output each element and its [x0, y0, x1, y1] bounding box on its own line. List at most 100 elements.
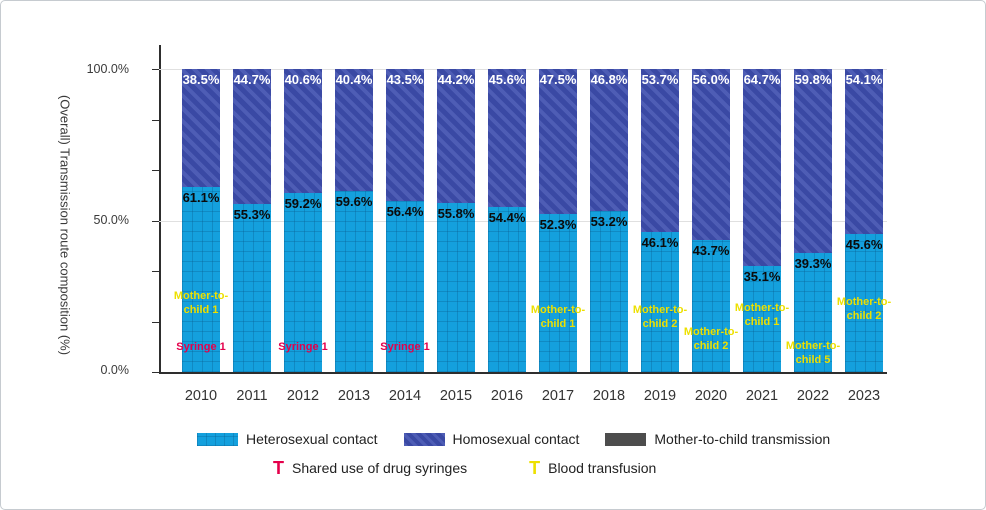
x-tick-label: 2011	[236, 388, 268, 404]
bar-segment-homosexual	[488, 69, 526, 208]
bar-segment-homosexual	[794, 69, 832, 253]
y-axis-tick	[152, 321, 159, 323]
legend-item-heterosexual: Heterosexual contact	[197, 431, 378, 447]
annotation-mother-to-child: Mother-to- child 1	[530, 304, 586, 331]
x-tick-label: 2014	[388, 388, 422, 404]
bar-segment-heterosexual	[386, 201, 424, 372]
bar-label-heterosexual: 35.1%	[743, 268, 781, 284]
y-axis-tick	[152, 69, 159, 70]
bar-segment-heterosexual	[845, 233, 883, 372]
annotation-syringe: Syringe 1	[380, 341, 430, 353]
bar-segment-heterosexual	[233, 204, 271, 372]
x-tick-label: 2016	[490, 388, 524, 404]
homosexual-swatch-icon	[403, 432, 445, 446]
syringe-T-marker-icon: T	[273, 457, 284, 478]
annotation-mother-to-child: Mother-to- child 5	[785, 340, 841, 367]
y-tick-label-0: 0.0%	[100, 363, 130, 377]
bar-segment-heterosexual	[641, 232, 679, 372]
bar-label-heterosexual: 45.6%	[845, 236, 883, 252]
y-axis-tick	[152, 372, 159, 373]
bar-label-heterosexual: 56.4%	[386, 204, 424, 220]
x-tick-label: 2012	[286, 388, 320, 404]
bar-label-homosexual: 64.7%	[743, 72, 781, 87]
x-tick-label: 2019	[643, 388, 677, 404]
legend-item-transfusion: T Blood transfusion	[529, 459, 657, 477]
bar-label-homosexual: 45.6%	[488, 72, 526, 87]
bar-segment-homosexual	[182, 69, 220, 187]
bar-label-heterosexual: 46.1%	[641, 235, 679, 251]
bar-label-homosexual: 40.6%	[284, 72, 322, 87]
bar-label-heterosexual: 59.2%	[284, 195, 322, 211]
heterosexual-swatch-icon	[197, 432, 238, 446]
bar-segment-homosexual	[539, 69, 577, 214]
annotation-mother-to-child: Mother-to- child 2	[683, 326, 739, 353]
bar-label-homosexual: 44.2%	[437, 72, 475, 87]
bar-label-heterosexual: 53.2%	[590, 213, 628, 229]
bar-segment-homosexual	[335, 69, 373, 192]
y-axis-tick	[152, 271, 159, 272]
bar-segment-heterosexual	[539, 213, 577, 372]
bar-segment-heterosexual	[692, 239, 730, 372]
bar-segment-homosexual	[590, 69, 628, 211]
bar-segment-heterosexual	[743, 265, 781, 372]
x-tick-label: 2022	[796, 388, 830, 404]
x-tick-label: 2013	[337, 388, 371, 404]
bar-label-homosexual: 38.5%	[182, 72, 220, 87]
bar-label-heterosexual: 55.8%	[437, 205, 475, 221]
annotation-syringe: Syringe 1	[176, 341, 226, 353]
legend-item-homosexual: Homosexual contact	[403, 431, 580, 447]
annotation-mother-to-child: Mother-to- child 1	[173, 290, 229, 317]
bar-label-homosexual: 54.1%	[845, 72, 883, 87]
bar-segment-heterosexual	[335, 191, 373, 372]
x-tick-label: 2021	[745, 388, 779, 404]
legend-label: Heterosexual contact	[246, 431, 378, 447]
bar-segment-heterosexual	[794, 252, 832, 372]
bar-segment-heterosexual	[182, 186, 220, 372]
x-tick-label: 2020	[694, 388, 728, 404]
bar-label-homosexual: 56.0%	[692, 72, 730, 87]
y-axis-tick	[152, 170, 159, 171]
bar-label-homosexual: 53.7%	[641, 72, 679, 87]
legend-label: Shared use of drug syringes	[292, 460, 468, 476]
bar-segment-homosexual	[437, 69, 475, 203]
x-tick-label: 2018	[592, 388, 626, 404]
annotation-mother-to-child: Mother-to- child 1	[734, 302, 790, 329]
bar-label-heterosexual: 43.7%	[692, 242, 730, 258]
bar-label-homosexual: 44.7%	[233, 72, 271, 87]
legend-item-mother-to-child: Mother-to-child transmission	[605, 431, 830, 447]
bar-label-heterosexual: 55.3%	[233, 207, 271, 223]
legend-item-syringe: T Shared use of drug syringes	[273, 457, 468, 478]
bar-segment-homosexual	[284, 69, 322, 193]
bar-label-heterosexual: 39.3%	[794, 255, 832, 271]
bar-label-homosexual: 43.5%	[386, 72, 424, 87]
bar-segment-heterosexual	[437, 202, 475, 372]
legend-label: Blood transfusion	[548, 460, 657, 476]
bar-segment-heterosexual	[284, 192, 322, 372]
bar-label-heterosexual: 59.6%	[335, 194, 373, 210]
bar-label-homosexual: 47.5%	[539, 72, 577, 87]
bar-label-heterosexual: 61.1%	[182, 189, 220, 205]
bar-label-homosexual: 40.4%	[335, 72, 373, 87]
bar-label-heterosexual: 52.3%	[539, 216, 577, 232]
x-tick-label: 2015	[439, 388, 473, 404]
bar-segment-homosexual	[692, 69, 730, 240]
legend-row-2: T Shared use of drug syringes T Blood tr…	[273, 457, 657, 478]
bar-segment-heterosexual	[488, 207, 526, 372]
bar-label-heterosexual: 54.4%	[488, 210, 526, 226]
bar-segment-homosexual	[845, 69, 883, 234]
bar-segment-heterosexual	[590, 210, 628, 372]
mother-to-child-swatch-icon	[605, 432, 647, 446]
bar-segment-homosexual	[743, 69, 781, 266]
x-tick-label: 2023	[847, 388, 881, 404]
annotation-mother-to-child: Mother-to- child 2	[632, 304, 688, 331]
legend-label: Mother-to-child transmission	[654, 431, 831, 447]
legend-label: Homosexual contact	[452, 431, 580, 447]
y-tick-label-50: 50.0%	[93, 213, 129, 227]
bar-label-homosexual: 46.8%	[590, 72, 628, 87]
x-axis-line	[159, 372, 887, 374]
y-axis-tick	[152, 220, 159, 222]
bar-segment-homosexual	[386, 69, 424, 202]
y-axis-tick	[152, 119, 159, 121]
